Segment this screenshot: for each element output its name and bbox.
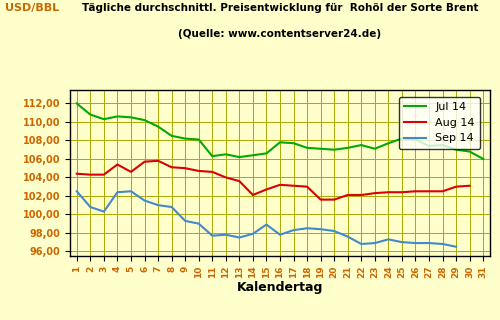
Aug 14 bbox=[223, 175, 229, 179]
Sep 14 bbox=[318, 227, 324, 231]
Jul 14 bbox=[196, 138, 202, 141]
Jul 14 bbox=[88, 113, 94, 116]
Aug 14 bbox=[277, 183, 283, 187]
Sep 14 bbox=[264, 223, 270, 227]
Text: (Quelle: www.contentserver24.de): (Quelle: www.contentserver24.de) bbox=[178, 29, 382, 39]
Aug 14 bbox=[196, 169, 202, 173]
Sep 14 bbox=[223, 233, 229, 237]
Sep 14 bbox=[196, 222, 202, 226]
Sep 14 bbox=[210, 234, 216, 237]
Jul 14 bbox=[277, 140, 283, 144]
Aug 14 bbox=[426, 189, 432, 193]
Jul 14 bbox=[236, 155, 242, 159]
Sep 14 bbox=[142, 199, 148, 203]
Aug 14 bbox=[358, 193, 364, 197]
Jul 14 bbox=[480, 157, 486, 161]
Jul 14 bbox=[344, 146, 350, 150]
Jul 14 bbox=[182, 137, 188, 140]
Aug 14 bbox=[88, 173, 94, 177]
Sep 14 bbox=[88, 205, 94, 209]
Sep 14 bbox=[290, 228, 296, 232]
Aug 14 bbox=[466, 184, 472, 188]
Aug 14 bbox=[101, 173, 107, 177]
Line: Jul 14: Jul 14 bbox=[77, 103, 483, 159]
Jul 14 bbox=[155, 125, 161, 129]
Jul 14 bbox=[223, 152, 229, 156]
Jul 14 bbox=[412, 138, 418, 141]
Aug 14 bbox=[453, 185, 459, 188]
Aug 14 bbox=[290, 184, 296, 188]
Jul 14 bbox=[168, 134, 174, 138]
Jul 14 bbox=[358, 143, 364, 147]
Jul 14 bbox=[386, 141, 392, 145]
Jul 14 bbox=[128, 116, 134, 119]
Text: Tägliche durchschnittl. Preisentwicklung für  Rohöl der Sorte Brent: Tägliche durchschnittl. Preisentwicklung… bbox=[82, 3, 478, 13]
Jul 14 bbox=[466, 150, 472, 154]
Sep 14 bbox=[344, 235, 350, 238]
Sep 14 bbox=[412, 241, 418, 245]
Jul 14 bbox=[304, 146, 310, 150]
Jul 14 bbox=[264, 151, 270, 155]
Sep 14 bbox=[372, 241, 378, 245]
Aug 14 bbox=[142, 160, 148, 164]
Aug 14 bbox=[210, 170, 216, 174]
Sep 14 bbox=[182, 219, 188, 223]
Sep 14 bbox=[114, 190, 120, 194]
Jul 14 bbox=[210, 154, 216, 158]
Sep 14 bbox=[426, 241, 432, 245]
Aug 14 bbox=[168, 165, 174, 169]
Aug 14 bbox=[399, 190, 405, 194]
Aug 14 bbox=[264, 188, 270, 191]
Jul 14 bbox=[399, 137, 405, 140]
Aug 14 bbox=[440, 189, 446, 193]
Sep 14 bbox=[358, 242, 364, 246]
Jul 14 bbox=[250, 153, 256, 157]
Aug 14 bbox=[331, 198, 337, 202]
Text: USD/BBL: USD/BBL bbox=[5, 3, 59, 13]
Sep 14 bbox=[101, 210, 107, 213]
Aug 14 bbox=[386, 190, 392, 194]
Sep 14 bbox=[128, 189, 134, 193]
Jul 14 bbox=[101, 117, 107, 121]
Aug 14 bbox=[236, 179, 242, 183]
Aug 14 bbox=[114, 163, 120, 166]
Jul 14 bbox=[426, 144, 432, 148]
Jul 14 bbox=[318, 147, 324, 151]
X-axis label: Kalendertag: Kalendertag bbox=[237, 281, 323, 294]
Sep 14 bbox=[250, 232, 256, 236]
Aug 14 bbox=[155, 159, 161, 163]
Jul 14 bbox=[290, 141, 296, 145]
Sep 14 bbox=[74, 189, 80, 193]
Jul 14 bbox=[142, 118, 148, 122]
Sep 14 bbox=[304, 226, 310, 230]
Jul 14 bbox=[372, 147, 378, 151]
Aug 14 bbox=[128, 170, 134, 174]
Aug 14 bbox=[182, 166, 188, 170]
Sep 14 bbox=[453, 245, 459, 249]
Jul 14 bbox=[331, 148, 337, 152]
Jul 14 bbox=[440, 143, 446, 147]
Aug 14 bbox=[372, 191, 378, 195]
Sep 14 bbox=[331, 229, 337, 233]
Aug 14 bbox=[74, 172, 80, 176]
Jul 14 bbox=[453, 148, 459, 152]
Aug 14 bbox=[412, 189, 418, 193]
Sep 14 bbox=[440, 242, 446, 246]
Sep 14 bbox=[399, 240, 405, 244]
Line: Aug 14: Aug 14 bbox=[77, 161, 469, 200]
Sep 14 bbox=[236, 236, 242, 239]
Sep 14 bbox=[168, 205, 174, 209]
Jul 14 bbox=[114, 115, 120, 118]
Sep 14 bbox=[277, 233, 283, 237]
Sep 14 bbox=[155, 203, 161, 207]
Jul 14 bbox=[74, 101, 80, 105]
Sep 14 bbox=[386, 237, 392, 241]
Line: Sep 14: Sep 14 bbox=[77, 191, 456, 247]
Aug 14 bbox=[250, 193, 256, 197]
Legend: Jul 14, Aug 14, Sep 14: Jul 14, Aug 14, Sep 14 bbox=[398, 97, 480, 149]
Aug 14 bbox=[318, 198, 324, 202]
Aug 14 bbox=[304, 185, 310, 188]
Aug 14 bbox=[344, 193, 350, 197]
